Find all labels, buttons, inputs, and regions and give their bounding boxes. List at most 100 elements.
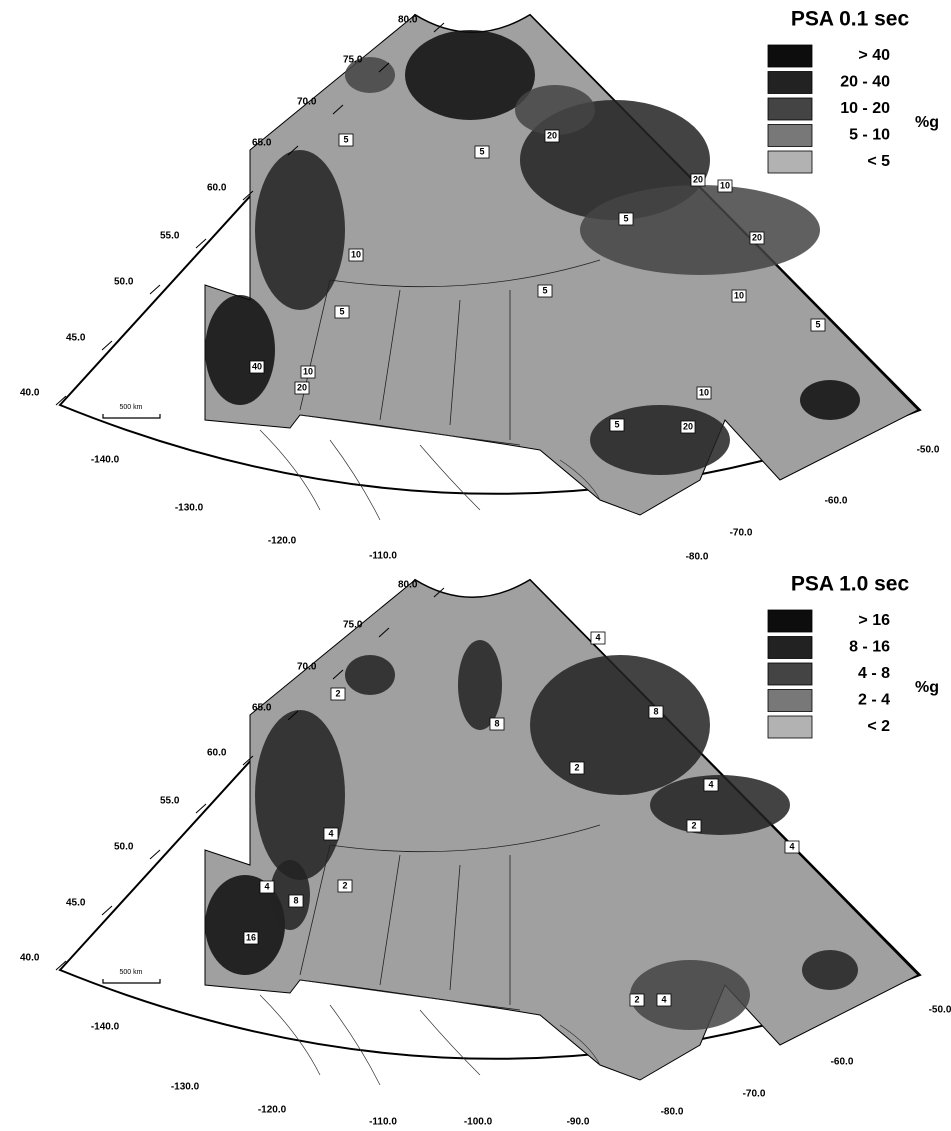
contour-label: 2: [342, 880, 347, 890]
legend-swatch: [768, 690, 812, 712]
hazard-zone: [255, 150, 345, 310]
lon-label: -120.0: [258, 1105, 287, 1116]
lat-label: 75.0: [343, 620, 363, 631]
lon-label: -90.0: [567, 1117, 590, 1128]
legend-swatch: [768, 610, 812, 632]
contour-label: 20: [547, 130, 557, 140]
legend-label: < 5: [867, 153, 890, 170]
map-panel: 80.075.070.065.060.055.050.045.040.0-140…: [20, 8, 940, 563]
contour-label: 20: [693, 174, 703, 184]
map-panel: 80.075.070.065.060.055.050.045.040.0-140…: [20, 573, 951, 1128]
lon-label: -130.0: [171, 1082, 200, 1093]
lon-label: -120.0: [268, 536, 297, 547]
lon-label: -60.0: [825, 496, 848, 507]
page: 80.0 75.0 70.0 65.0 60.0 55.0 50.0 45.0 40.0 -140…: [0, 0, 951, 1131]
contour-label: 10: [351, 249, 361, 259]
contour-label: 4: [789, 841, 794, 851]
legend-label: 20 - 40: [840, 74, 890, 91]
lon-label: -140.0: [91, 455, 120, 466]
lon-label: -100.0: [464, 1117, 493, 1128]
hazard-zone: [515, 85, 595, 135]
contour-label: 5: [542, 285, 547, 295]
lat-label: 50.0: [114, 842, 134, 853]
contour-label: 4: [264, 881, 269, 891]
lat-label: 55.0: [160, 796, 180, 807]
hazard-zone: [530, 655, 710, 795]
legend-swatch: [768, 98, 812, 120]
contour-label: 5: [339, 306, 344, 316]
contour-label: 4: [661, 994, 666, 1004]
legend-unit: %g: [915, 114, 939, 131]
legend-swatch: [768, 637, 812, 659]
contour-label: 8: [293, 895, 298, 905]
legend-unit: %g: [915, 679, 939, 696]
lat-label: 40.0: [20, 388, 40, 399]
legend-label: > 16: [858, 612, 890, 629]
contour-label: 5: [479, 146, 484, 156]
map-title: PSA 1.0 sec: [791, 573, 910, 596]
lon-label: -70.0: [743, 1089, 766, 1100]
lon-label: -110.0: [369, 1117, 397, 1128]
lon-label: -110.0: [369, 551, 397, 562]
contour-label: 40: [252, 361, 262, 371]
lat-label: 40.0: [20, 953, 40, 964]
contour-label: 5: [614, 419, 619, 429]
lat-label: 65.0: [252, 703, 272, 714]
contour-label: 4: [708, 779, 713, 789]
lon-label: -80.0: [661, 1107, 684, 1118]
lat-label: 60.0: [207, 183, 227, 194]
map-title: PSA 0.1 sec: [791, 8, 910, 31]
legend-label: 4 - 8: [858, 665, 890, 682]
legend-swatch: [768, 151, 812, 173]
hazard-zone: [802, 950, 858, 990]
contour-label: 5: [623, 213, 628, 223]
lon-label: -140.0: [91, 1022, 120, 1033]
scale-label: 500 km: [120, 404, 143, 411]
contour-label: 10: [303, 366, 313, 376]
contour-label: 20: [752, 232, 762, 242]
contour-label: 4: [328, 828, 333, 838]
legend-swatch: [768, 716, 812, 738]
lat-label: 45.0: [66, 898, 86, 909]
contour-label: 20: [683, 421, 693, 431]
hazard-zone: [630, 960, 750, 1030]
scale-label: 500 km: [120, 969, 143, 976]
legend-swatch: [768, 125, 812, 147]
contour-label: 2: [634, 994, 639, 1004]
legend-label: 10 - 20: [840, 100, 890, 117]
lon-label: -80.0: [686, 552, 709, 563]
lon-label: -50.0: [929, 1005, 951, 1016]
lat-label: 70.0: [297, 662, 317, 673]
lat-label: 65.0: [252, 138, 272, 149]
lat-label: 55.0: [160, 231, 180, 242]
contour-label: 2: [335, 688, 340, 698]
contour-label: 10: [699, 387, 709, 397]
contour-label: 16: [246, 932, 256, 942]
lat-label: 75.0: [343, 55, 363, 66]
hazard-zone: [800, 380, 860, 420]
lon-label: -50.0: [917, 445, 940, 456]
lat-label: 80.0: [398, 580, 418, 591]
hazard-zone: [590, 405, 730, 475]
lon-label: -70.0: [730, 528, 753, 539]
legend-swatch: [768, 72, 812, 94]
hazard-zone: [580, 185, 820, 275]
contour-label: 5: [343, 134, 348, 144]
graticule-tick: [150, 850, 160, 859]
hazard-zone: [458, 640, 502, 730]
lon-label: -130.0: [175, 503, 204, 514]
legend-label: 8 - 16: [849, 639, 890, 656]
lat-label: 45.0: [66, 333, 86, 344]
lat-label: 50.0: [114, 277, 134, 288]
contour-label: 10: [720, 180, 730, 190]
contour-label: 10: [734, 290, 744, 300]
lat-label: 80.0: [398, 15, 418, 26]
contour-label: 5: [815, 319, 820, 329]
contour-label: 2: [574, 762, 579, 772]
legend-label: < 2: [867, 718, 890, 735]
graticule-tick: [150, 285, 160, 294]
contour-label: 20: [297, 382, 307, 392]
legend-label: > 40: [858, 47, 890, 64]
hazard-zone: [650, 775, 790, 835]
legend-swatch: [768, 663, 812, 685]
